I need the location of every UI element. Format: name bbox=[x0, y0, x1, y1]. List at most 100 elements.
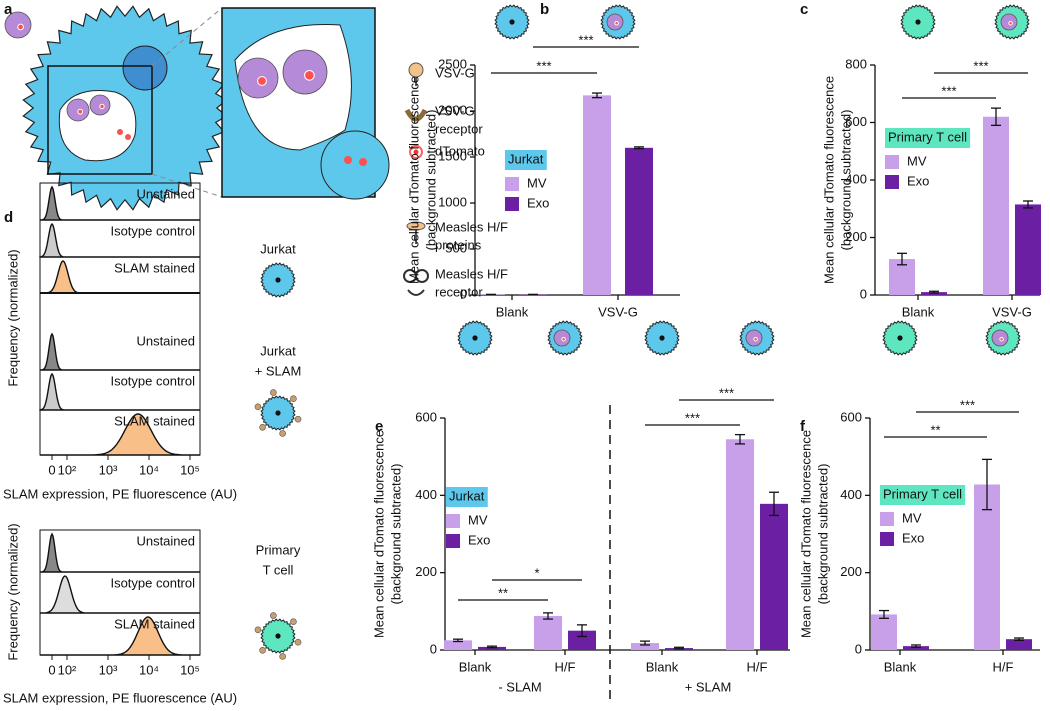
y-axis-label: (background subtracted) bbox=[815, 464, 830, 605]
row-label: SLAM stained bbox=[114, 260, 195, 275]
dtomato bbox=[125, 134, 131, 140]
y-tick-label: 2500 bbox=[438, 56, 467, 71]
y-tick-label: 0 bbox=[855, 641, 862, 656]
icon bbox=[408, 62, 424, 78]
legend-swatch bbox=[880, 512, 894, 526]
error-bar bbox=[543, 612, 553, 620]
receptor bbox=[270, 612, 277, 619]
error-bar bbox=[911, 644, 921, 648]
vesicle bbox=[282, 49, 328, 95]
y-tick-label: 800 bbox=[845, 56, 867, 71]
vesicle bbox=[237, 57, 279, 99]
receptor bbox=[259, 423, 266, 431]
panel-label: b bbox=[540, 1, 549, 18]
bar bbox=[1006, 639, 1032, 650]
legend-swatch bbox=[880, 532, 894, 546]
legend-label: MV bbox=[907, 153, 927, 168]
bar bbox=[1015, 204, 1041, 295]
error-bar bbox=[769, 491, 779, 517]
legend-title: Jurkat bbox=[449, 488, 485, 503]
nucleus bbox=[275, 277, 281, 283]
legend-swatch bbox=[505, 177, 519, 191]
x-tick-label: Blank bbox=[646, 659, 679, 674]
receptor bbox=[259, 646, 266, 654]
receptor bbox=[279, 653, 286, 660]
y-axis-label: Mean cellular dTomato fluorescence bbox=[821, 76, 836, 284]
legend-title: Jurkat bbox=[508, 151, 544, 166]
x-tick-label: VSV-G bbox=[992, 304, 1032, 319]
y-axis-label: Frequency (normalized) bbox=[5, 523, 20, 660]
nucleus bbox=[659, 335, 665, 341]
error-bar bbox=[592, 92, 602, 99]
y-tick-label: 2000 bbox=[438, 102, 467, 117]
row-label: SLAM stained bbox=[114, 616, 195, 631]
nucleus bbox=[275, 633, 281, 639]
legend-title: Primary T cell bbox=[883, 486, 962, 501]
bar bbox=[974, 484, 1000, 650]
receptor bbox=[254, 403, 262, 411]
legend-swatch bbox=[885, 155, 899, 169]
icon bbox=[415, 269, 429, 283]
dtomato bbox=[257, 76, 267, 86]
x-axis-label: SLAM expression, PE fluorescence (AU) bbox=[3, 486, 237, 501]
dtomato bbox=[17, 23, 24, 31]
sphere bbox=[122, 45, 168, 91]
y-axis-label: (background subtracted) bbox=[388, 464, 403, 605]
x-tick-label: H/F bbox=[555, 659, 576, 674]
group-label: - SLAM bbox=[498, 679, 541, 694]
x-tick-label: 10⁴ bbox=[139, 662, 159, 677]
x-tick-label: Blank bbox=[459, 659, 492, 674]
x-tick-label: 10² bbox=[58, 662, 77, 677]
dtomato bbox=[99, 103, 105, 110]
y-tick-label: 600 bbox=[840, 409, 862, 424]
legend-title-bg bbox=[446, 487, 488, 507]
y-tick-label: 1500 bbox=[438, 148, 467, 163]
significance-label: *** bbox=[960, 397, 975, 412]
legend-title-bg bbox=[505, 150, 547, 170]
error-bar bbox=[879, 609, 889, 619]
bar bbox=[534, 615, 562, 650]
legend-title-bg bbox=[885, 128, 971, 148]
y-tick-label: 400 bbox=[415, 487, 437, 502]
error-bar bbox=[453, 638, 463, 643]
legend-title: Primary T cell bbox=[888, 129, 967, 144]
legend-label: receptor bbox=[435, 121, 483, 136]
bar bbox=[583, 95, 611, 295]
error-bar bbox=[487, 645, 497, 649]
dtomato bbox=[753, 336, 758, 342]
group-label: Jurkat bbox=[260, 343, 296, 358]
y-tick-label: 1000 bbox=[438, 194, 467, 209]
receptor bbox=[294, 415, 302, 423]
x-tick-label: 10³ bbox=[99, 662, 118, 677]
y-tick-label: 200 bbox=[845, 229, 867, 244]
x-tick-label: Blank bbox=[902, 304, 935, 319]
significance-label: ** bbox=[498, 585, 508, 600]
group-label: Primary bbox=[256, 542, 301, 557]
icon bbox=[404, 108, 428, 122]
y-tick-label: 400 bbox=[840, 487, 862, 502]
group-label: + SLAM bbox=[685, 679, 732, 694]
icon bbox=[407, 289, 425, 296]
y-axis-label: Mean cellular dTomato fluorescence bbox=[371, 430, 386, 638]
error-bar bbox=[735, 433, 745, 445]
bar bbox=[478, 646, 506, 650]
y-tick-label: 400 bbox=[845, 171, 867, 186]
legend-label: VSV-G bbox=[435, 103, 475, 118]
error-bar bbox=[1014, 637, 1024, 641]
bar bbox=[631, 643, 659, 650]
panel-label: f bbox=[800, 418, 806, 435]
x-tick-label: 10² bbox=[58, 462, 77, 477]
inset-frame bbox=[47, 65, 153, 175]
cell-bud bbox=[320, 130, 390, 200]
legend-swatch bbox=[446, 514, 460, 528]
legend-label: Measles H/F bbox=[435, 266, 508, 281]
y-tick-label: 200 bbox=[840, 564, 862, 579]
row-label: SLAM stained bbox=[114, 413, 195, 428]
y-tick-label: 600 bbox=[415, 409, 437, 424]
legend-swatch bbox=[885, 175, 899, 189]
row-label: Isotype control bbox=[110, 575, 195, 590]
y-tick-label: 0 bbox=[460, 286, 467, 301]
legend-label: MV bbox=[468, 512, 488, 527]
significance-label: *** bbox=[685, 410, 700, 425]
